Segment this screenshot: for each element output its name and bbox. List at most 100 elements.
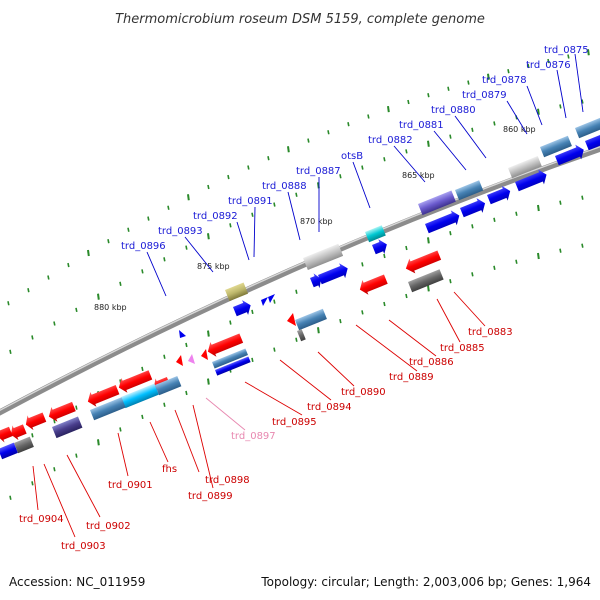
scale-tick [317,327,320,334]
gene-label-trd-0898: trd_0898 [205,475,250,486]
gene-arrow-forward[interactable] [309,271,324,290]
gene-feature-block[interactable] [365,225,386,243]
reverse-strand-genes [0,248,444,460]
gene-arrow-pseudo[interactable] [188,354,195,364]
gene-arrow-reverse[interactable] [403,248,442,276]
scale-tick [287,146,290,153]
scale-tick [187,194,190,201]
gene-feature-block[interactable] [212,348,249,369]
scale-tick [471,224,474,229]
scale-tick [559,248,562,253]
forward-labels: trd_0875 trd_0876 trd_0878 trd_0879 trd_… [121,45,589,252]
scale-tick [251,309,254,315]
scale-tick [515,259,518,264]
scale-tick [383,301,386,307]
gene-label-trd-0876: trd_0876 [526,60,571,71]
gene-label-trd-0892: trd_0892 [193,211,238,222]
scale-tick [487,73,490,80]
scale-tick [163,354,166,359]
scale-tick [493,217,496,222]
scale-tick [147,216,150,221]
gene-feature-block[interactable] [90,397,126,421]
gene-arrow-reverse[interactable] [287,313,296,326]
scale-tick [9,495,12,500]
scale-tick [295,192,298,197]
gene-arrow-forward[interactable] [486,184,513,207]
gene-arrow-forward[interactable] [459,196,488,220]
gene-label-trd-0882: trd_0882 [368,135,413,146]
gene-label-trd-0894: trd_0894 [307,402,352,413]
gene-arrow-reverse[interactable] [85,382,121,409]
gene-arrow-reverse[interactable] [8,422,28,442]
scale-tick [31,433,34,438]
scale-tick [127,227,130,232]
gene-feature-block[interactable] [295,308,327,331]
gene-label-trd-0897: trd_0897 [231,431,276,442]
gene-feature-block[interactable] [540,135,572,158]
gene-arrow-reverse[interactable] [205,331,244,359]
gene-arrow-forward[interactable] [179,330,186,338]
gene-feature-block[interactable] [418,190,456,216]
scale-tick [537,204,540,212]
gene-feature-block[interactable] [121,383,159,409]
gene-feature-block[interactable] [455,180,484,201]
gene-label-trd-0890: trd_0890 [341,387,386,398]
gene-arrow-reverse[interactable] [357,272,389,297]
gene-feature-block[interactable] [155,376,182,396]
scale-tick [27,288,30,293]
gene-arrow-reverse[interactable] [23,410,48,432]
scale-tick [273,299,276,304]
scale-tick [119,281,122,287]
gene-feature-block[interactable] [575,116,600,139]
scale-tick [7,301,10,306]
gene-feature-block[interactable] [297,329,306,342]
scale-tick [107,239,110,244]
gene-feature-block[interactable] [52,416,83,439]
genome-backbone [0,145,600,416]
gene-arrow-reverse[interactable] [46,399,77,424]
scale-tick [75,453,78,458]
scale-tick [273,347,276,352]
gene-arrow-reverse[interactable] [116,367,154,395]
gene-arrow-forward[interactable] [317,261,351,287]
gene-arrow-forward[interactable] [554,142,587,168]
scale-tick [31,335,34,340]
gene-label-trd-0901: trd_0901 [108,480,153,491]
gene-label-otsb: otsB [341,151,363,162]
scale-tick [163,257,166,262]
scale-tick [53,419,56,424]
scale-tick [581,99,584,104]
scale-tick [427,285,430,292]
gene-label-trd-0889: trd_0889 [389,372,434,383]
scale-ticks [7,49,590,500]
accession-text: Accession: NC_011959 [9,575,145,589]
scale-tick [581,195,584,200]
gene-feature-block[interactable] [13,436,34,454]
gene-feature-block[interactable] [215,356,251,376]
forward-label-leaders [146,53,584,297]
scale-tick [471,127,474,133]
scale-tick [471,272,474,277]
gene-feature-block[interactable] [303,243,344,271]
gene-arrow-reverse[interactable] [201,349,208,360]
gene-feature-block[interactable] [225,282,249,302]
gene-arrow-forward[interactable] [514,167,550,194]
scale-tick [339,174,342,179]
scale-tick [447,86,450,91]
gene-arrow-reverse[interactable] [176,355,183,366]
scale-tick [361,262,364,267]
gene-feature-block[interactable] [0,442,18,460]
gene-arrow-forward[interactable] [268,294,275,303]
gene-arrow-forward[interactable] [371,237,390,257]
scale-tick [229,223,232,228]
gene-arrow-forward[interactable] [424,208,462,236]
gene-feature-block[interactable] [508,156,542,179]
gene-arrow-reverse[interactable] [0,424,14,444]
gene-feature-block[interactable] [408,269,444,293]
gene-arrow-forward[interactable] [584,126,600,153]
scale-tick [383,157,386,162]
reverse-labels: trd_0883 trd_0885 trd_0886 trd_0889 trd_… [19,327,513,552]
scale-tick [559,200,562,205]
gene-arrow-forward[interactable] [261,297,268,306]
gene-arrow-forward[interactable] [232,298,254,319]
